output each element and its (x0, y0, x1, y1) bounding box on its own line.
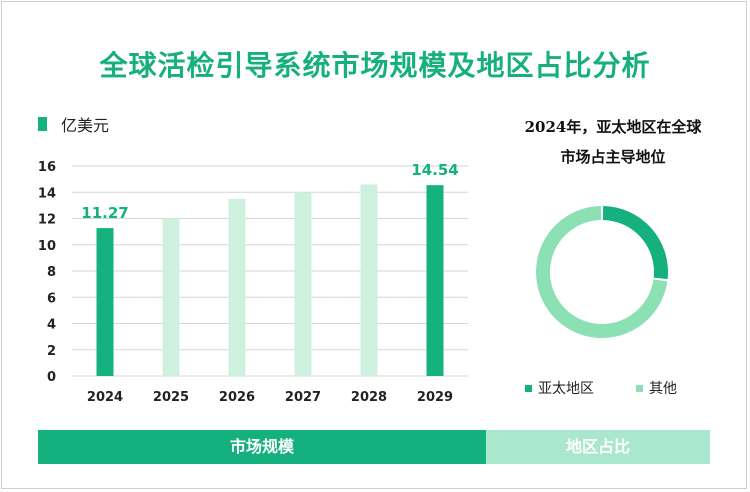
pie-legend-swatch-asia-pacific (525, 384, 532, 392)
pie-title-line-2: 市场占主导地位 (560, 148, 666, 166)
tab-market-size[interactable]: 市场规模 (38, 430, 486, 464)
bar-2025 (162, 218, 180, 376)
view-tabs: 市场规模 地区占比 (38, 430, 710, 464)
x-tick-label: 2025 (153, 390, 189, 405)
bar-2024 (96, 228, 114, 376)
data-label: 11.27 (81, 204, 128, 222)
pie-title: 2024年，亚太地区在全球 市场占主导地位 (488, 112, 738, 172)
bar-2029 (426, 185, 444, 376)
y-tick-label: 14 (38, 186, 56, 201)
bar-2027 (294, 192, 312, 376)
tab-regional-share[interactable]: 地区占比 (486, 430, 710, 464)
pie-legend: 亚太地区 其他 (525, 378, 677, 398)
data-label: 14.54 (411, 161, 458, 179)
page-title: 全球活检引导系统市场规模及地区占比分析 (99, 49, 651, 82)
unit-legend: 亿美元 (38, 112, 109, 136)
y-tick-label: 2 (47, 344, 56, 359)
y-tick-label: 4 (47, 318, 56, 333)
y-tick-label: 0 (47, 370, 56, 385)
unit-legend-label: 亿美元 (61, 116, 110, 135)
x-tick-label: 2027 (285, 390, 321, 405)
y-tick-label: 10 (38, 239, 56, 254)
pie-legend-swatch-other (636, 384, 643, 392)
pie-legend-label-asia-pacific: 亚太地区 (538, 381, 594, 397)
unit-legend-swatch (38, 117, 47, 131)
bar-2028 (360, 184, 378, 376)
pie-legend-item-other: 其他 (636, 378, 677, 398)
bar-chart: 0 2 4 6 8 10 12 14 16 2024 11.27 2025 2026 2027 2028 20… (38, 160, 468, 405)
y-tick-label: 16 (38, 160, 56, 175)
pie-legend-item-asia-pacific: 亚太地区 (525, 378, 594, 398)
pie-legend-label-other: 其他 (649, 381, 677, 397)
pie-title-line-1: 2024年，亚太地区在全球 (524, 118, 702, 136)
y-tick-label: 12 (38, 213, 56, 228)
y-tick-label: 6 (47, 291, 56, 306)
bar-2026 (228, 198, 246, 376)
x-tick-label: 2029 (417, 390, 453, 405)
donut-slice-asia-pacific (602, 206, 668, 280)
x-tick-label: 2024 (87, 390, 123, 405)
y-tick-label: 8 (47, 265, 56, 280)
x-tick-label: 2026 (219, 390, 255, 405)
x-tick-label: 2028 (351, 390, 387, 405)
donut-chart (536, 206, 668, 338)
